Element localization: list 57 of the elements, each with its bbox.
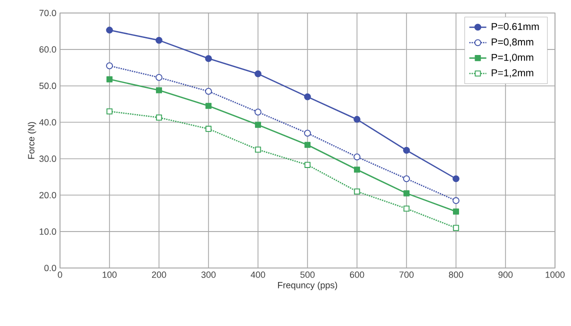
- y-tick-label: 10.0: [40, 228, 56, 235]
- point: [304, 130, 311, 137]
- point: [354, 166, 360, 173]
- point: [403, 146, 410, 154]
- y-tick-label: 30.0: [39, 156, 56, 162]
- point: [304, 162, 311, 168]
- point: [156, 36, 162, 44]
- point: [106, 26, 113, 34]
- point: [403, 175, 410, 182]
- point: [205, 88, 212, 95]
- point: [452, 224, 460, 231]
- x-tick-label: 600: [350, 272, 364, 278]
- point: [452, 197, 460, 204]
- point: [403, 190, 410, 196]
- legend-label: P=1,0mm: [492, 54, 534, 62]
- point: [254, 146, 262, 153]
- y-tick-label: 0.0: [44, 264, 56, 272]
- point: [354, 153, 360, 160]
- point: [106, 76, 113, 82]
- legend-label: P=1,2mm: [492, 69, 534, 78]
- point: [254, 122, 262, 128]
- x-tick-label: 300: [201, 272, 216, 278]
- x-tick-label: 900: [498, 272, 513, 278]
- point: [205, 126, 212, 132]
- y-tick-label: 50.0: [39, 82, 56, 90]
- point: [354, 116, 360, 123]
- point: [205, 102, 212, 109]
- x-tick-label: 0: [58, 272, 62, 278]
- legend-label: P=0.61mm: [492, 23, 539, 30]
- point: [156, 87, 162, 94]
- point: [156, 74, 162, 81]
- point: [452, 175, 460, 182]
- point: [205, 55, 212, 62]
- x-tick-label: 200: [152, 272, 166, 278]
- y-tick-label: 70.0: [39, 10, 56, 16]
- point: [403, 206, 410, 212]
- y-tick-label: 40.0: [39, 119, 56, 126]
- point: [156, 114, 162, 121]
- x-tick-label: 100: [102, 272, 117, 278]
- x-axis-title: Frequncy (pps): [278, 282, 338, 290]
- point: [452, 208, 460, 215]
- point: [106, 108, 113, 114]
- point: [354, 188, 360, 195]
- x-tick-label: 800: [448, 272, 464, 278]
- point: [254, 70, 262, 78]
- x-tick-label: 400: [250, 272, 266, 278]
- point: [304, 93, 311, 100]
- x-tick-label: 1000: [546, 272, 565, 278]
- y-axis-title: Force (N): [28, 122, 36, 159]
- y-tick-label: 60.0: [39, 46, 56, 53]
- point: [106, 62, 113, 70]
- y-tick-label: 20.0: [39, 192, 56, 198]
- point: [304, 142, 311, 148]
- legend-label: P=0,8mm: [492, 38, 534, 47]
- point: [254, 108, 262, 116]
- x-tick-label: 700: [399, 272, 414, 278]
- x-tick-label: 500: [300, 272, 315, 278]
